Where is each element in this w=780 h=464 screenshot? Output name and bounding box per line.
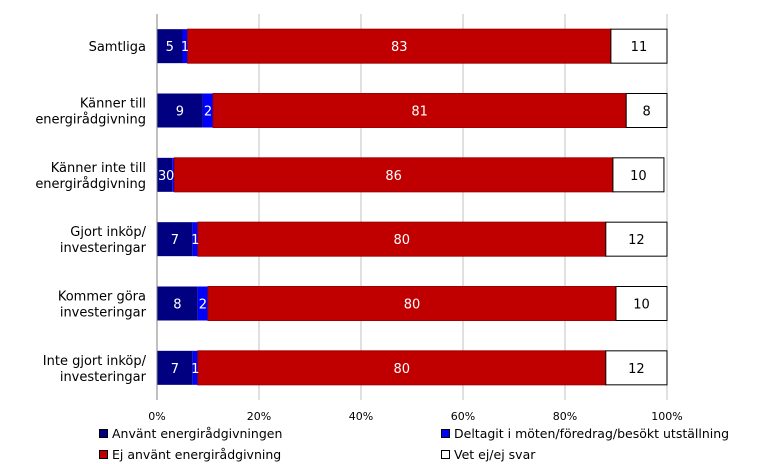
x-tick-label: 40% xyxy=(349,410,373,423)
bar-segment xyxy=(182,29,188,64)
category-label: energirådgivning xyxy=(35,177,146,192)
category-label: energirådgivning xyxy=(35,113,146,128)
bar-segment xyxy=(157,29,183,64)
bar-segment xyxy=(192,222,198,257)
data-label: 9 xyxy=(176,105,184,120)
data-label: 10 xyxy=(633,298,650,313)
category-label: investeringar xyxy=(60,370,147,385)
data-label: 3 xyxy=(158,169,166,184)
data-label: 1 xyxy=(181,40,189,55)
x-tick-label: 60% xyxy=(451,410,475,423)
data-label: 12 xyxy=(628,233,645,248)
category-label: investeringar xyxy=(60,306,147,321)
category-label: Gjort inköp/ xyxy=(70,225,146,240)
category-label: Kommer göra xyxy=(58,290,146,305)
bar-segment xyxy=(157,350,193,385)
gridlines xyxy=(258,14,668,400)
category-label: investeringar xyxy=(60,241,147,256)
category-label: Känner inte till xyxy=(51,161,146,176)
bar-segment xyxy=(212,93,627,128)
data-label: 0 xyxy=(166,169,174,184)
bar-segment xyxy=(157,222,193,257)
bar-segment xyxy=(157,286,198,321)
x-tick-label: 20% xyxy=(247,410,271,423)
data-label: 1 xyxy=(191,233,199,248)
bar-segment xyxy=(612,157,665,193)
bar-segment xyxy=(605,350,668,386)
data-label: 80 xyxy=(394,233,411,248)
bar-segment xyxy=(610,28,668,64)
bar-segment xyxy=(172,157,175,192)
data-label: 83 xyxy=(391,40,408,55)
bar-segment xyxy=(615,286,668,321)
category-label: Inte gjort inköp/ xyxy=(43,354,147,369)
data-label: 80 xyxy=(394,362,411,377)
data-label: 8 xyxy=(173,298,181,313)
x-axis: 0% 20% 40% 60% 80% 100% xyxy=(148,14,683,423)
bar-segment xyxy=(192,350,198,385)
bar-segment xyxy=(197,286,208,321)
data-label: 81 xyxy=(411,105,428,120)
bars: 5 1 83 119 2 81 83 0 86 107 1 80 128 2 80 107 1 80 12 xyxy=(157,28,668,386)
data-label: 2 xyxy=(204,105,212,120)
data-label: 7 xyxy=(171,233,179,248)
data-label: 80 xyxy=(404,298,421,313)
bar-segment xyxy=(173,157,614,193)
data-label: 12 xyxy=(628,362,645,377)
data-label: 7 xyxy=(171,362,179,377)
bar-segment xyxy=(202,93,214,128)
bar-segment xyxy=(157,93,203,128)
category-label: Känner till xyxy=(80,97,146,112)
bar-segment xyxy=(187,28,612,64)
category-label: Samtliga xyxy=(89,40,146,55)
bar-segment xyxy=(157,157,173,192)
data-label: 1 xyxy=(191,362,199,377)
x-tick-label: 0% xyxy=(148,410,165,423)
data-label: 5 xyxy=(166,40,174,55)
data-label: 10 xyxy=(630,169,647,184)
data-label: 11 xyxy=(631,40,648,55)
bar-segment xyxy=(197,350,607,386)
bar-segment xyxy=(207,286,617,321)
bar-segment xyxy=(625,93,668,128)
x-tick-label: 100% xyxy=(651,410,682,423)
data-label: 86 xyxy=(385,169,402,184)
x-tick-label: 80% xyxy=(553,410,577,423)
data-label: 2 xyxy=(199,298,207,313)
data-label: 8 xyxy=(642,105,650,120)
bar-segment xyxy=(605,221,668,257)
